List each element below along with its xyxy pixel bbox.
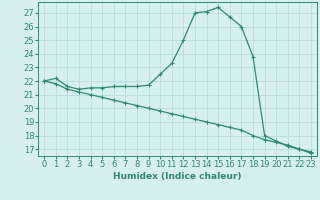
X-axis label: Humidex (Indice chaleur): Humidex (Indice chaleur) — [113, 172, 242, 181]
